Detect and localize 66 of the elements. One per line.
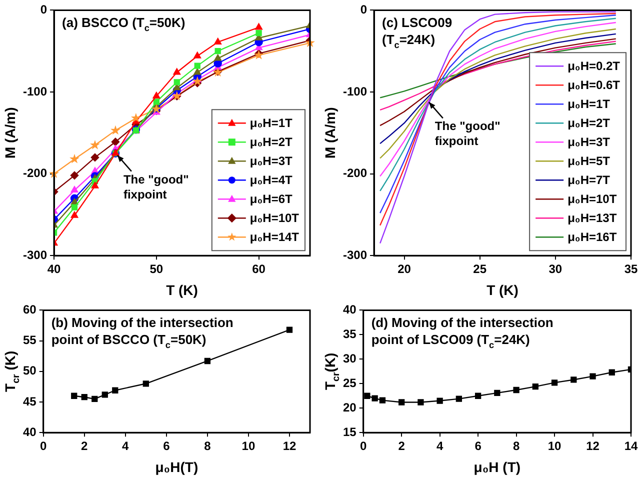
y-tick-label: -300 xyxy=(342,248,368,262)
x-tick-label: 2 xyxy=(398,439,406,454)
legend-label: μ₀H=0.2T xyxy=(568,59,621,74)
x-tick-label: 10 xyxy=(242,439,256,454)
legend-label: μ₀H=3T xyxy=(568,135,611,150)
legend-label: μ₀H=0.6T xyxy=(568,78,621,92)
legend-label: μ₀H=4T xyxy=(250,173,293,188)
annotation: The "good" fixpoint xyxy=(434,119,500,148)
annotation: The "good" fixpoint xyxy=(123,172,189,202)
y-axis-title: Tcr(K) xyxy=(322,352,342,390)
legend-label: μ₀H=7T xyxy=(568,173,611,188)
x-tick-label: 35 xyxy=(624,262,638,276)
y-tick-label: -100 xyxy=(22,84,48,98)
y-tick-label: 20 xyxy=(342,400,357,414)
legend-label: μ₀H=16T xyxy=(568,230,618,244)
y-tick-label: -200 xyxy=(22,166,48,180)
legend-label: μ₀H=1T xyxy=(568,97,611,112)
y-tick-label: 50 xyxy=(22,364,37,378)
legend-label: μ₀H=1T xyxy=(250,116,293,130)
y-tick-label: 25 xyxy=(342,376,357,390)
x-tick-label: 20 xyxy=(398,262,412,276)
x-tick-label: 60 xyxy=(252,262,266,276)
y-tick-label: 40 xyxy=(22,424,37,439)
x-tick-label: 12 xyxy=(282,439,296,454)
legend-label: μ₀H=10T xyxy=(568,192,618,206)
y-tick-label: 45 xyxy=(22,394,37,408)
x-tick-label: 25 xyxy=(473,262,487,276)
legend-label: μ₀H=14T xyxy=(250,230,300,244)
x-tick-label: 8 xyxy=(204,439,212,454)
y-tick-label: -300 xyxy=(22,248,48,262)
x-axis-title: T (K) xyxy=(166,282,198,298)
x-tick-label: 10 xyxy=(548,439,562,454)
y-axis-title: M (A/m) xyxy=(322,107,338,159)
y-tick-label: 60 xyxy=(22,302,37,317)
x-tick-label: 14 xyxy=(624,439,638,454)
x-tick-label: 4 xyxy=(436,439,444,454)
y-axis-title: Tcr (K) xyxy=(2,350,22,392)
y-tick-label: 15 xyxy=(342,424,357,439)
x-tick-label: 2 xyxy=(81,439,88,454)
x-axis-title: μ₀H(T) xyxy=(155,459,198,475)
x-tick-label: 6 xyxy=(163,439,170,454)
y-tick-label: -100 xyxy=(342,84,368,98)
x-axis-title: T (K) xyxy=(486,282,518,298)
x-tick-label: 30 xyxy=(548,262,562,276)
legend-label: μ₀H=3T xyxy=(250,154,293,168)
x-tick-label: 4 xyxy=(122,439,130,454)
y-tick-label: 35 xyxy=(342,326,357,341)
legend-label: μ₀H=2T xyxy=(568,116,611,130)
y-tick-label: -200 xyxy=(342,166,368,180)
y-tick-label: 55 xyxy=(22,333,37,348)
y-tick-label: 30 xyxy=(342,351,357,366)
x-tick-label: 6 xyxy=(474,439,482,454)
x-tick-label: 50 xyxy=(150,262,164,276)
y-tick-label: 0 xyxy=(40,2,48,17)
x-axis-title: μ₀H (T) xyxy=(474,459,521,475)
x-tick-label: 8 xyxy=(512,439,520,454)
x-tick-label: 12 xyxy=(586,439,600,454)
y-tick-label: 0 xyxy=(360,2,368,17)
legend-label: μ₀H=2T xyxy=(250,135,293,150)
y-tick-label: 40 xyxy=(342,302,357,317)
x-tick-label: 40 xyxy=(47,262,62,276)
legend-label: μ₀H=10T xyxy=(250,211,300,226)
legend-label: μ₀H=13T xyxy=(568,211,618,226)
legend-label: μ₀H=5T xyxy=(568,154,611,168)
y-axis-title: M (A/m) xyxy=(2,107,18,159)
legend-label: μ₀H=6T xyxy=(250,192,293,206)
